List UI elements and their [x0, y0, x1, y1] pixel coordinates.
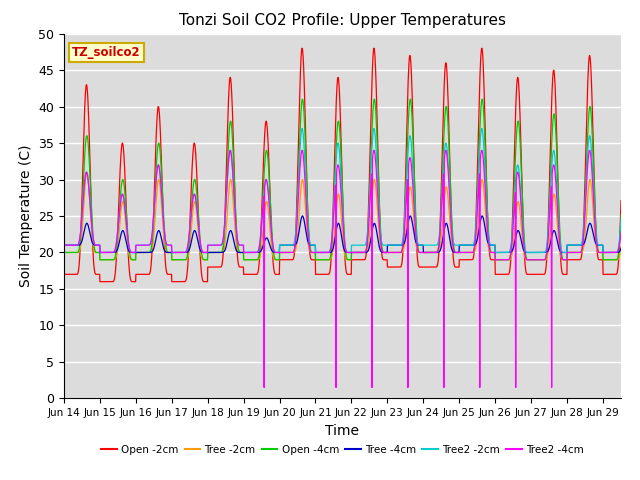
Open -2cm	[60, 272, 68, 277]
Open -2cm	[635, 272, 640, 277]
Tree2 -4cm	[525, 257, 532, 263]
Line: Open -4cm: Open -4cm	[64, 99, 639, 260]
Tree2 -2cm	[387, 242, 394, 248]
Tree2 -4cm	[260, 384, 268, 390]
Tree2 -2cm	[557, 247, 565, 253]
Title: Tonzi Soil CO2 Profile: Upper Temperatures: Tonzi Soil CO2 Profile: Upper Temperatur…	[179, 13, 506, 28]
Line: Open -2cm: Open -2cm	[64, 48, 639, 282]
Open -2cm	[525, 272, 532, 277]
Tree -2cm	[627, 245, 635, 251]
Open -4cm	[627, 217, 635, 223]
Tree -2cm	[60, 250, 68, 255]
Tree -4cm	[96, 250, 104, 255]
Tree2 -4cm	[387, 250, 394, 255]
Open -2cm	[627, 227, 635, 232]
Line: Tree2 -2cm: Tree2 -2cm	[64, 129, 639, 252]
Tree2 -2cm	[242, 250, 250, 255]
Tree2 -4cm	[227, 147, 234, 153]
Tree -4cm	[118, 229, 125, 235]
Tree2 -4cm	[242, 250, 250, 255]
Tree2 -2cm	[118, 192, 125, 198]
Tree -2cm	[96, 257, 104, 263]
Text: TZ_soilco2: TZ_soilco2	[72, 47, 141, 60]
Tree2 -2cm	[525, 250, 532, 255]
Open -4cm	[60, 250, 68, 255]
Tree2 -4cm	[635, 250, 640, 255]
Tree2 -2cm	[96, 250, 104, 255]
Tree -4cm	[387, 242, 394, 248]
Tree2 -4cm	[557, 254, 565, 260]
Tree2 -4cm	[627, 237, 635, 243]
Tree2 -2cm	[298, 126, 306, 132]
Open -2cm	[242, 272, 250, 277]
Open -4cm	[525, 257, 532, 263]
Open -2cm	[118, 144, 125, 149]
Open -4cm	[387, 250, 394, 255]
Tree2 -2cm	[627, 230, 635, 236]
Tree -2cm	[557, 256, 565, 262]
Tree -2cm	[635, 257, 640, 263]
Tree2 -2cm	[60, 242, 68, 248]
Tree2 -4cm	[118, 193, 125, 199]
Tree -4cm	[242, 250, 250, 255]
Tree2 -2cm	[635, 250, 640, 255]
Tree2 -4cm	[60, 242, 68, 248]
Open -2cm	[96, 279, 104, 285]
Tree -2cm	[525, 257, 532, 263]
Y-axis label: Soil Temperature (C): Soil Temperature (C)	[19, 145, 33, 287]
Legend: Open -2cm, Tree -2cm, Open -4cm, Tree -4cm, Tree2 -2cm, Tree2 -4cm: Open -2cm, Tree -2cm, Open -4cm, Tree -4…	[97, 441, 588, 459]
Open -4cm	[118, 180, 125, 186]
Tree -4cm	[557, 249, 565, 255]
Tree -4cm	[635, 250, 640, 255]
Tree -2cm	[387, 250, 394, 255]
Tree -2cm	[242, 257, 250, 263]
Open -4cm	[96, 257, 104, 263]
Line: Tree -4cm: Tree -4cm	[64, 216, 639, 252]
Tree -2cm	[83, 169, 91, 175]
Tree -4cm	[299, 213, 307, 219]
Open -4cm	[635, 257, 640, 263]
X-axis label: Time: Time	[325, 424, 360, 438]
Open -4cm	[242, 257, 250, 263]
Open -4cm	[299, 96, 307, 102]
Open -4cm	[557, 250, 565, 255]
Line: Tree2 -4cm: Tree2 -4cm	[64, 150, 639, 387]
Line: Tree -2cm: Tree -2cm	[64, 172, 639, 260]
Tree -4cm	[627, 246, 635, 252]
Open -2cm	[298, 45, 306, 51]
Open -2cm	[557, 265, 565, 271]
Tree -4cm	[525, 250, 532, 255]
Tree -4cm	[60, 242, 68, 248]
Open -2cm	[387, 264, 394, 270]
Tree -2cm	[118, 201, 125, 206]
